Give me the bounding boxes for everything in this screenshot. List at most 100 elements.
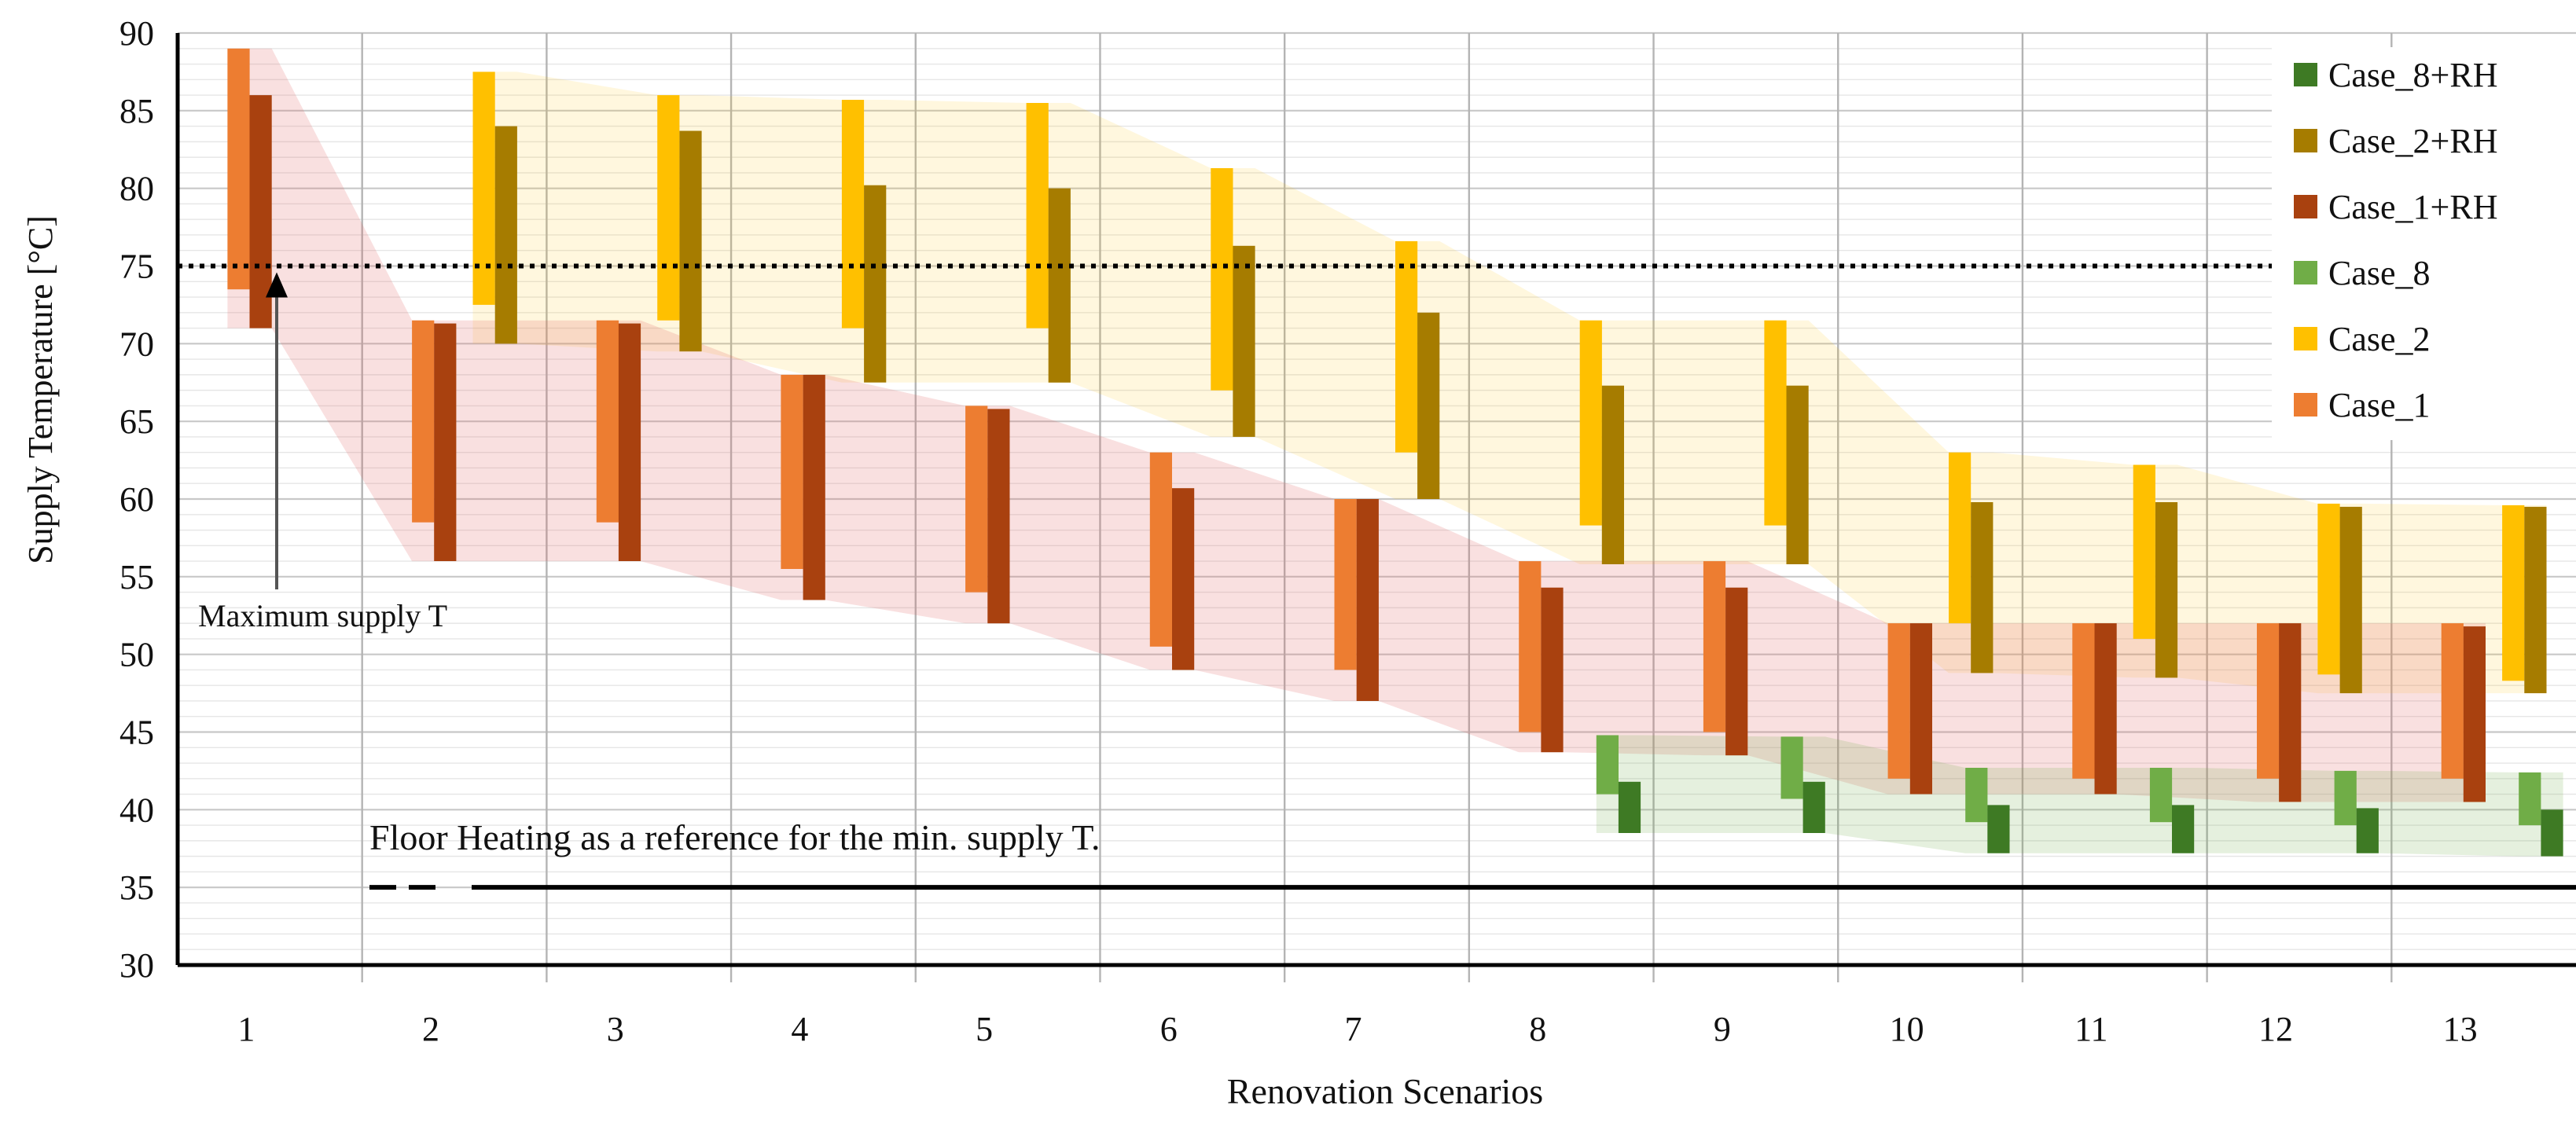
bar-case-1-rh-scenario-5: [987, 409, 1010, 624]
bar-case-8-scenario-10: [1965, 768, 1988, 823]
bar-case-1-scenario-11: [2072, 623, 2095, 779]
x-tick-label: 12: [2258, 1010, 2293, 1048]
bar-case-2-scenario-6: [1211, 168, 1233, 391]
annotation-floor-heating: Floor Heating as a reference for the min…: [369, 817, 1101, 857]
bar-case-1-scenario-7: [1334, 499, 1357, 670]
legend-entry: Case_1+RH: [2328, 188, 2497, 226]
legend-swatch: [2294, 327, 2317, 350]
legend-swatch: [2294, 195, 2317, 218]
y-tick-label: 55: [119, 558, 154, 596]
bar-case-2-rh-scenario-3: [679, 130, 702, 352]
bar-case-1-scenario-9: [1703, 561, 1726, 732]
x-tick-label: 1: [237, 1010, 255, 1048]
legend-swatch: [2294, 261, 2317, 284]
bar-case-1-rh-scenario-13: [2463, 626, 2486, 802]
bar-case-2-scenario-7: [1395, 240, 1418, 453]
bar-case-8-rh-scenario-10: [1987, 805, 2010, 853]
bar-case-2-rh-scenario-13: [2524, 506, 2547, 694]
bar-case-2-scenario-2: [472, 72, 495, 305]
bar-case-2-scenario-4: [841, 100, 865, 328]
bar-case-8-scenario-11: [2149, 768, 2173, 823]
bar-case-1-scenario-4: [781, 374, 803, 569]
bar-case-2-rh-scenario-12: [2339, 506, 2362, 694]
y-tick-label: 30: [119, 946, 154, 985]
bar-case-8-scenario-13: [2519, 772, 2541, 826]
bar-case-1-rh-scenario-2: [434, 323, 457, 561]
reference-lines: [178, 263, 2576, 890]
y-tick-label: 85: [119, 92, 154, 130]
bar-case-2-scenario-9: [1764, 320, 1787, 526]
y-tick-label: 40: [119, 791, 154, 829]
x-tick-label: 4: [791, 1010, 808, 1048]
x-tick-label: 13: [2443, 1010, 2478, 1048]
bar-case-2-rh-scenario-8: [1601, 385, 1624, 564]
y-axis-title: Supply Temperature [°C]: [21, 215, 60, 564]
bar-case-8-rh-scenario-11: [2172, 805, 2195, 853]
bar-case-1-rh-scenario-11: [2094, 623, 2117, 795]
legend-entry: Case_8+RH: [2328, 56, 2497, 94]
bar-case-2-scenario-10: [1949, 452, 1972, 624]
bar-case-1-scenario-12: [2257, 623, 2280, 779]
bar-case-1-scenario-8: [1519, 561, 1542, 732]
bar-case-2-rh-scenario-10: [1971, 502, 1994, 673]
range-bars: [227, 48, 2563, 857]
bar-case-1-rh-scenario-4: [803, 374, 825, 600]
bar-case-1-scenario-2: [412, 320, 435, 523]
x-tick-label: 10: [1890, 1010, 1924, 1048]
legend-swatch: [2294, 63, 2317, 86]
x-tick-label: 11: [2074, 1010, 2107, 1048]
bar-case-1-scenario-5: [965, 406, 988, 593]
bar-case-8-rh-scenario-12: [2356, 808, 2379, 853]
band-case-2: [472, 72, 2547, 694]
y-tick-label: 80: [119, 170, 154, 208]
bar-case-8-scenario-9: [1780, 736, 1803, 799]
bar-case-1-rh-scenario-12: [2279, 623, 2302, 802]
annotation-arrow-head: [266, 272, 288, 298]
annotation-maximum-supply-t: Maximum supply T: [198, 598, 447, 633]
x-tick-label: 5: [976, 1010, 993, 1048]
bar-case-1-scenario-6: [1149, 452, 1172, 647]
bar-case-1-rh-scenario-10: [1909, 623, 1932, 795]
annotations: Maximum supply T Floor Heating as a refe…: [198, 598, 1101, 857]
axes: [175, 33, 2576, 967]
x-tick-label: 2: [422, 1010, 439, 1048]
legend-entry: Case_2: [2328, 320, 2431, 358]
y-tick-label: 65: [119, 402, 154, 441]
bar-case-1-rh-scenario-7: [1356, 499, 1379, 701]
bar-case-1-scenario-13: [2441, 623, 2464, 779]
bar-case-2-scenario-13: [2502, 505, 2525, 681]
y-tick-label: 50: [119, 636, 154, 674]
bar-case-1-scenario-10: [1887, 623, 1910, 779]
x-tick-label: 9: [1714, 1010, 1731, 1048]
bar-case-8-rh-scenario-13: [2541, 809, 2563, 857]
bar-case-1-rh-scenario-1: [249, 95, 272, 328]
legend-background: [2272, 47, 2576, 440]
bar-case-2-scenario-12: [2317, 503, 2340, 675]
bar-case-8-scenario-12: [2334, 770, 2357, 826]
x-axis-title: Renovation Scenarios: [1227, 1071, 1543, 1111]
x-tick-label: 3: [607, 1010, 624, 1048]
y-tick-label: 90: [119, 14, 154, 53]
legend-swatch: [2294, 129, 2317, 152]
bar-case-1-rh-scenario-9: [1725, 587, 1748, 756]
bar-case-1-scenario-3: [596, 320, 619, 523]
y-tick-label: 70: [119, 325, 154, 363]
bar-case-2-rh-scenario-4: [864, 185, 887, 383]
bar-case-1-rh-scenario-8: [1541, 587, 1564, 753]
bar-case-2-rh-scenario-2: [494, 126, 517, 344]
x-tick-label: 8: [1529, 1010, 1546, 1048]
bar-case-2-scenario-3: [657, 95, 680, 321]
bar-case-2-scenario-8: [1579, 320, 1602, 526]
bar-case-1-rh-scenario-6: [1172, 488, 1195, 670]
x-tick-label: 7: [1345, 1010, 1362, 1048]
bar-case-1-rh-scenario-3: [618, 323, 641, 561]
bar-case-2-scenario-11: [2133, 464, 2155, 639]
legend-entry: Case_2+RH: [2328, 122, 2497, 160]
bar-case-2-rh-scenario-9: [1786, 385, 1809, 564]
legend: Case_8+RH Case_2+RH Case_1+RH Case_8 Case_2 C…: [2272, 47, 2576, 440]
legend-entry: Case_8: [2328, 254, 2431, 292]
band-case-8: [1596, 735, 2563, 857]
